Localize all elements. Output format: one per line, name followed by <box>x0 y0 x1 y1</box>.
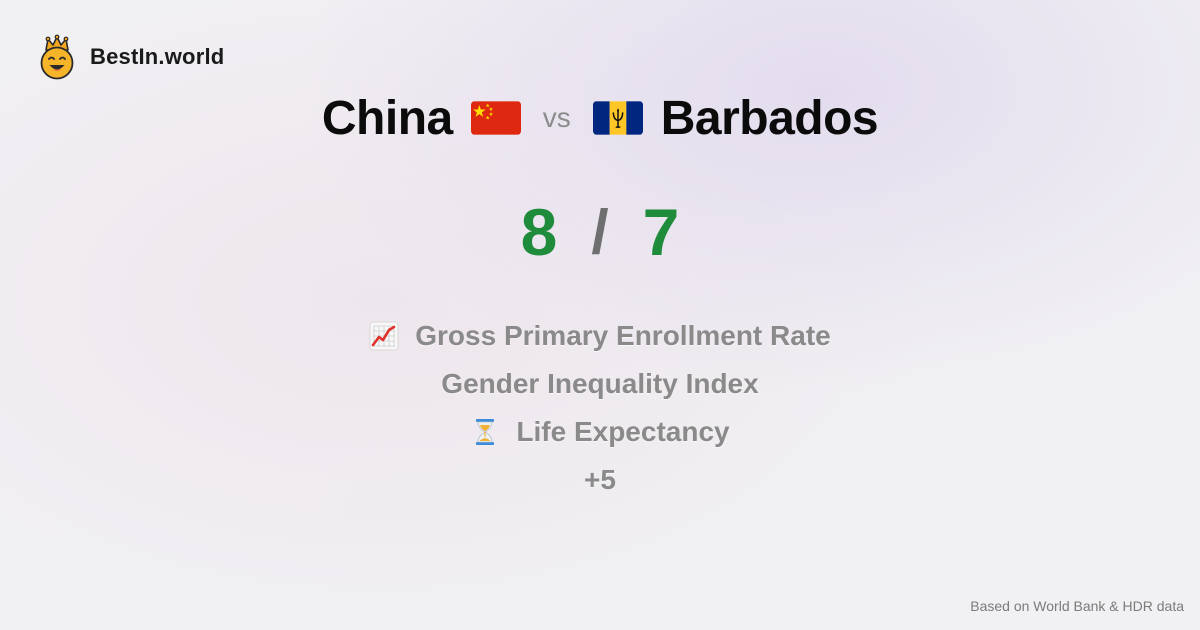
metrics-list: Gross Primary Enrollment Rate Gender Ine… <box>0 312 1200 504</box>
comparison-title: China vs Barbados <box>0 88 1200 148</box>
metric-label: Gender Inequality Index <box>441 368 759 399</box>
right-country-name[interactable]: Barbados <box>660 91 879 145</box>
metric-item[interactable]: Life Expectancy <box>470 408 730 456</box>
data-source-note: Based on World Bank & HDR data <box>970 598 1184 614</box>
metric-label: +5 <box>584 464 616 495</box>
metric-label: Life Expectancy <box>516 416 730 447</box>
score-separator: / <box>591 197 609 267</box>
hourglass-icon <box>476 419 495 445</box>
crowned-smiley-icon <box>40 34 74 80</box>
barbados-flag-icon <box>592 101 643 135</box>
vs-label: vs <box>542 102 571 133</box>
right-score: 7 <box>642 195 680 269</box>
left-score: 8 <box>520 195 558 269</box>
left-country-name[interactable]: China <box>321 91 453 145</box>
brand[interactable]: BestIn.world <box>38 34 224 80</box>
china-flag-icon <box>470 101 521 135</box>
score-summary: 8 / 7 <box>0 194 1200 270</box>
metric-label: Gross Primary Enrollment Rate <box>415 320 831 351</box>
brand-name: BestIn.world <box>90 44 225 69</box>
chart-increasing-icon <box>369 321 399 351</box>
more-metrics-count[interactable]: +5 <box>584 456 616 504</box>
metric-item[interactable]: Gender Inequality Index <box>441 360 758 408</box>
metric-item[interactable]: Gross Primary Enrollment Rate <box>369 312 831 360</box>
